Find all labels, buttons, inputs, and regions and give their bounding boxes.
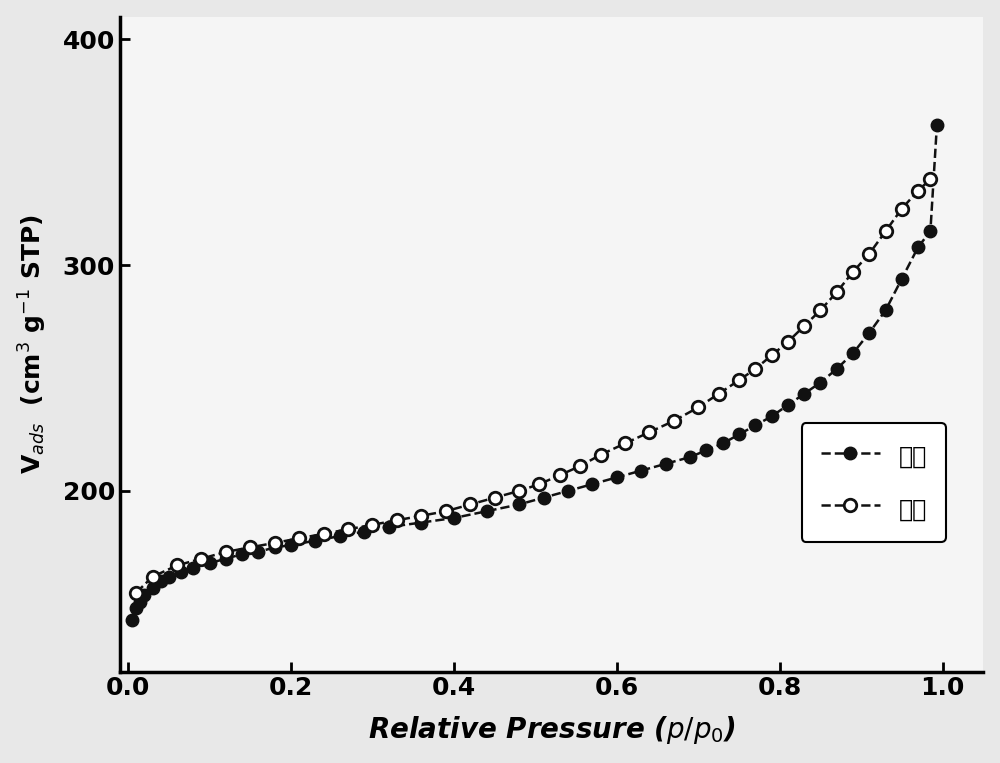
- 吸附: [562, 486, 574, 495]
- 脱附: [269, 538, 281, 547]
- 吸附: [138, 591, 150, 600]
- 脱附: [863, 250, 875, 259]
- 吸附: [130, 604, 142, 613]
- 吸附: [220, 554, 232, 563]
- 脱附: [880, 227, 892, 236]
- 吸附: [611, 473, 623, 482]
- 吸附: [163, 572, 175, 581]
- 脱附: [415, 511, 427, 520]
- 吸附: [766, 412, 778, 421]
- 脱附: [220, 547, 232, 556]
- 脱附: [440, 507, 452, 516]
- 吸附: [717, 439, 729, 448]
- 吸附: [896, 274, 908, 283]
- 吸附: [847, 349, 859, 358]
- 脱附: [643, 427, 655, 436]
- 吸附: [831, 365, 843, 374]
- 吸附: [285, 540, 297, 549]
- 吸附: [175, 568, 187, 577]
- 吸附: [798, 389, 810, 398]
- 吸附: [126, 615, 138, 624]
- 脱附: [513, 486, 525, 495]
- 脱附: [619, 439, 631, 448]
- 脱附: [814, 306, 826, 315]
- 吸附: [147, 584, 159, 593]
- 吸附: [931, 121, 943, 130]
- 脱附: [912, 186, 924, 195]
- 吸附: [134, 597, 146, 606]
- 脱附: [692, 403, 704, 412]
- Line: 脱附: 脱附: [130, 173, 937, 599]
- 脱附: [766, 351, 778, 360]
- 吸附: [733, 430, 745, 439]
- 脱附: [554, 471, 566, 480]
- 吸附: [415, 518, 427, 527]
- 吸附: [187, 563, 199, 572]
- 脱附: [489, 493, 501, 502]
- 吸附: [814, 378, 826, 387]
- 吸附: [334, 532, 346, 541]
- 吸附: [269, 542, 281, 552]
- 吸附: [749, 421, 761, 430]
- 脱附: [464, 500, 476, 509]
- 脱附: [782, 337, 794, 346]
- 吸附: [700, 446, 712, 455]
- Legend: 吸附, 脱附: 吸附, 脱附: [802, 423, 946, 542]
- 吸附: [358, 527, 370, 536]
- 脱附: [713, 389, 725, 398]
- 脱附: [896, 204, 908, 213]
- 吸附: [586, 480, 598, 489]
- 脱附: [574, 462, 586, 471]
- 脱附: [318, 530, 330, 539]
- 脱附: [244, 542, 256, 552]
- 脱附: [391, 516, 403, 525]
- 脱附: [293, 534, 305, 543]
- 吸附: [684, 452, 696, 462]
- 吸附: [448, 513, 460, 523]
- 脱附: [171, 561, 183, 570]
- 脱附: [147, 572, 159, 581]
- 脱附: [831, 288, 843, 297]
- 吸附: [236, 549, 248, 559]
- 脱附: [847, 267, 859, 276]
- 吸附: [660, 459, 672, 468]
- 脱附: [366, 520, 378, 530]
- 吸附: [481, 507, 493, 516]
- 脱附: [130, 588, 142, 597]
- 吸附: [635, 466, 647, 475]
- 脱附: [798, 321, 810, 330]
- 吸附: [924, 227, 936, 236]
- 吸附: [912, 243, 924, 252]
- 脱附: [749, 365, 761, 374]
- 脱附: [595, 450, 607, 459]
- Y-axis label: V$_{ads}$  (cm$^3$ g$^{-1}$ STP): V$_{ads}$ (cm$^3$ g$^{-1}$ STP): [17, 214, 49, 474]
- 吸附: [782, 401, 794, 410]
- 脱附: [195, 554, 207, 563]
- 脱附: [342, 525, 354, 534]
- 脱附: [733, 375, 745, 385]
- 脱附: [924, 175, 936, 184]
- 吸附: [513, 500, 525, 509]
- 吸附: [863, 328, 875, 337]
- 脱附: [533, 480, 545, 489]
- 吸附: [880, 306, 892, 315]
- 吸附: [383, 523, 395, 532]
- 吸附: [252, 547, 264, 556]
- 脱附: [668, 417, 680, 426]
- 吸附: [309, 536, 321, 546]
- X-axis label: Relative Pressure ($p/p_0$): Relative Pressure ($p/p_0$): [368, 714, 736, 746]
- 吸附: [155, 577, 167, 586]
- Line: 吸附: 吸附: [126, 119, 943, 626]
- 吸附: [204, 559, 216, 568]
- 吸附: [538, 493, 550, 502]
